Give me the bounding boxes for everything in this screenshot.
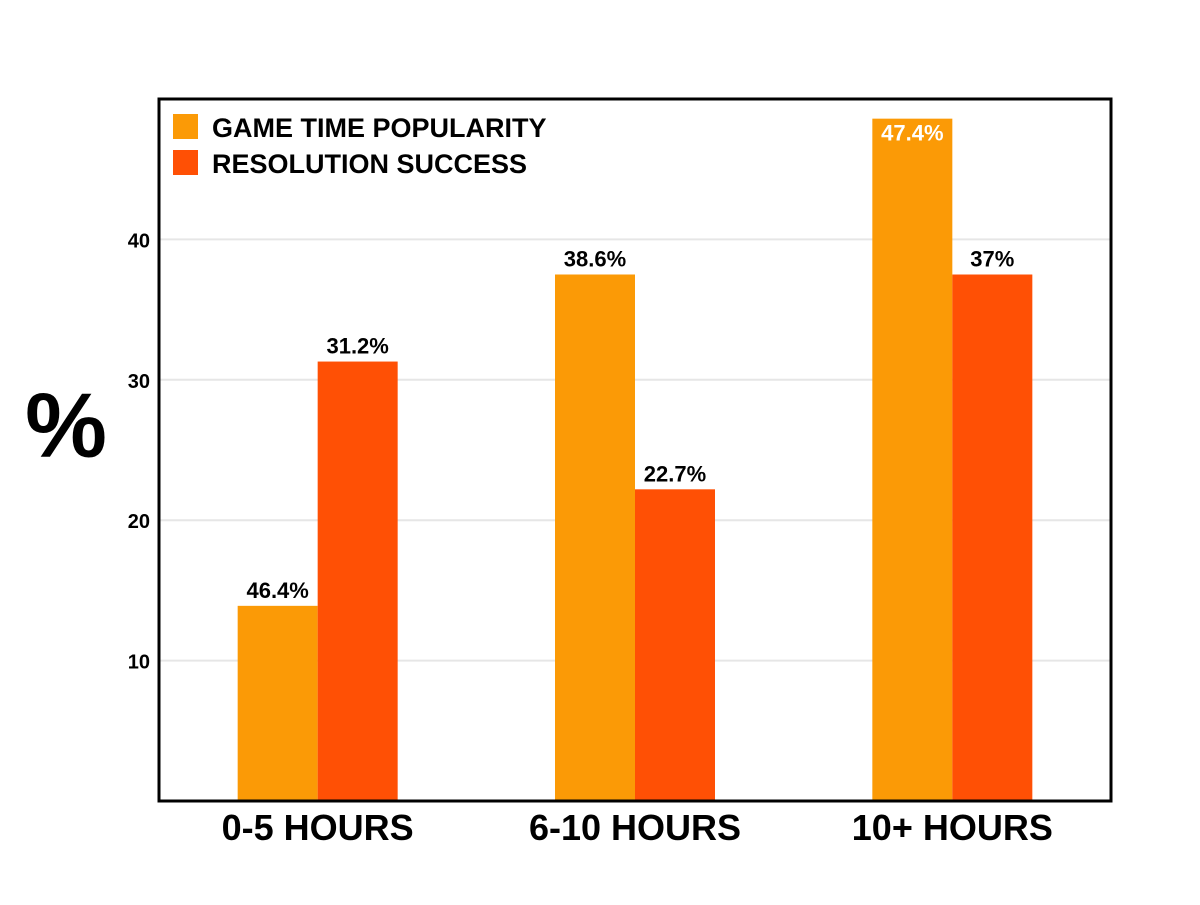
data-label: 38.6%: [564, 247, 626, 272]
x-tick-label: 6-10 HOURS: [529, 807, 741, 848]
legend-label: GAME TIME POPULARITY: [212, 113, 547, 143]
legend-swatch: [173, 150, 198, 175]
legend-swatch: [173, 114, 198, 139]
data-label: 47.4%: [881, 121, 943, 146]
bar-resolution-success: [317, 361, 398, 801]
bar-game-time-popularity: [555, 274, 635, 801]
y-axis-label: %: [25, 375, 107, 477]
y-tick-label: 10: [128, 652, 150, 674]
x-tick-label: 10+ HOURS: [852, 807, 1053, 848]
bar-resolution-success: [952, 274, 1033, 801]
legend-label: RESOLUTION SUCCESS: [212, 149, 527, 179]
bar-resolution-success: [635, 489, 715, 801]
data-label: 46.4%: [246, 578, 308, 603]
data-label: 37%: [970, 247, 1014, 272]
y-tick-label: 30: [128, 371, 150, 393]
bars: [237, 118, 1033, 801]
data-labels: 46.4% 31.2% 38.6% 22.7% 47.4% 37%: [246, 121, 1014, 603]
bar-game-time-popularity: [872, 118, 953, 801]
legend: GAME TIME POPULARITY RESOLUTION SUCCESS: [173, 113, 547, 179]
data-label: 22.7%: [644, 461, 706, 486]
y-tick-label: 40: [128, 230, 150, 252]
y-tick-label: 20: [128, 511, 150, 533]
x-tick-label: 0-5 HOURS: [222, 807, 414, 848]
plot-frame: [157, 97, 1113, 803]
bar-game-time-popularity: [237, 605, 318, 801]
axes: 10 20 30 40% 0-5 HOURS 6-10 HOURS 10+ HOURS: [25, 97, 1113, 848]
data-label: 31.2%: [326, 334, 388, 359]
